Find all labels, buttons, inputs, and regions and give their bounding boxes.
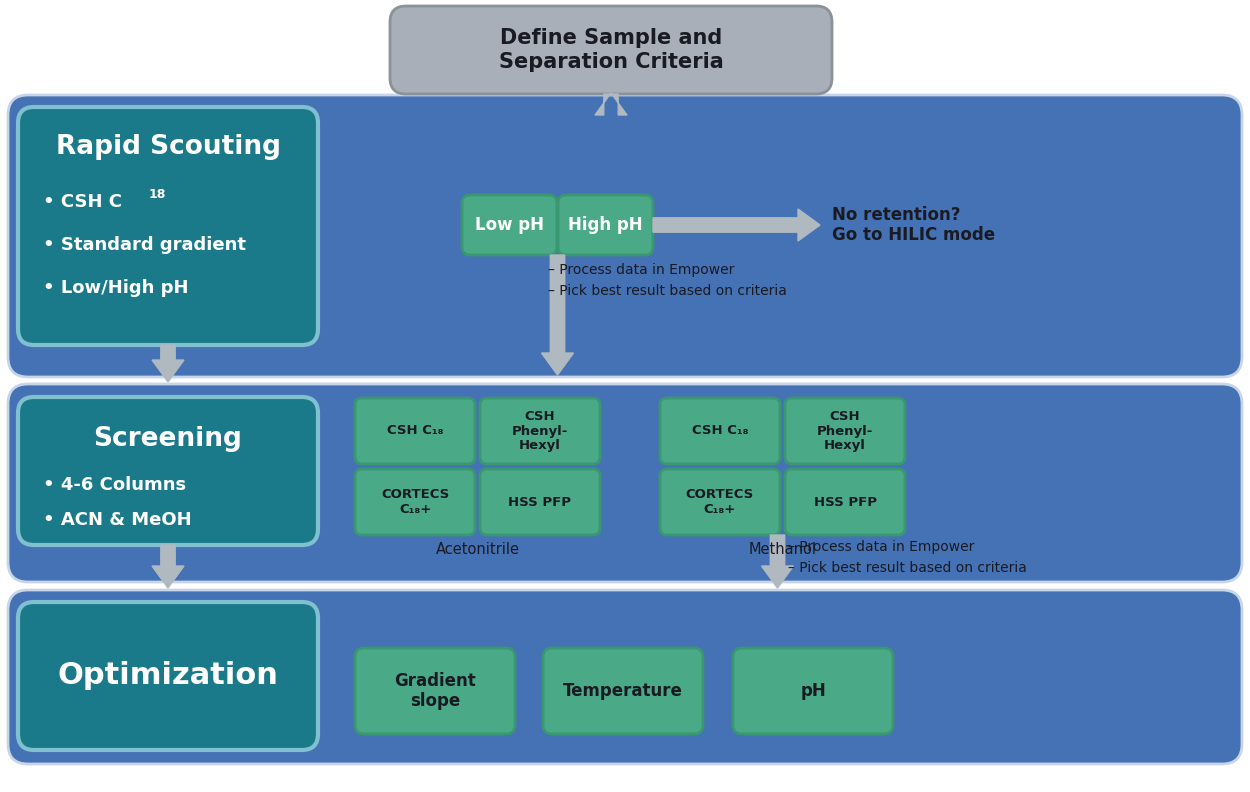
FancyBboxPatch shape — [8, 590, 1242, 764]
Text: Methanol: Methanol — [749, 543, 816, 558]
FancyBboxPatch shape — [462, 195, 558, 255]
FancyBboxPatch shape — [18, 397, 318, 545]
FancyBboxPatch shape — [542, 648, 703, 734]
FancyBboxPatch shape — [8, 95, 1242, 377]
Text: Optimization: Optimization — [58, 661, 279, 691]
Text: Gradient
slope: Gradient slope — [394, 672, 476, 710]
Text: CSH C₁₈: CSH C₁₈ — [691, 425, 749, 437]
Text: CORTECS
C₁₈+: CORTECS C₁₈+ — [686, 488, 754, 516]
FancyBboxPatch shape — [390, 6, 832, 94]
Text: High pH: High pH — [569, 216, 642, 234]
Text: 18: 18 — [149, 188, 166, 201]
Text: HSS PFP: HSS PFP — [814, 496, 876, 508]
Text: CSH C₁₈: CSH C₁₈ — [386, 425, 444, 437]
Text: pH: pH — [800, 682, 826, 700]
FancyBboxPatch shape — [785, 469, 905, 535]
Text: • Low/High pH: • Low/High pH — [42, 279, 189, 297]
FancyArrow shape — [152, 545, 184, 588]
FancyArrow shape — [541, 255, 574, 375]
FancyBboxPatch shape — [480, 469, 600, 535]
Text: – Process data in Empower
– Pick best result based on criteria: – Process data in Empower – Pick best re… — [788, 540, 1026, 575]
Text: • ACN & MeOH: • ACN & MeOH — [42, 511, 191, 529]
FancyArrow shape — [152, 345, 184, 382]
FancyArrow shape — [595, 93, 628, 115]
Text: • CSH C: • CSH C — [42, 193, 122, 211]
Text: Acetonitrile: Acetonitrile — [435, 543, 520, 558]
FancyBboxPatch shape — [785, 398, 905, 464]
Text: Low pH: Low pH — [475, 216, 544, 234]
Text: CORTECS
C₁₈+: CORTECS C₁₈+ — [381, 488, 449, 516]
Text: Define Sample and
Separation Criteria: Define Sample and Separation Criteria — [499, 29, 724, 71]
FancyBboxPatch shape — [8, 384, 1242, 582]
Text: CSH
Phenyl-
Hexyl: CSH Phenyl- Hexyl — [511, 409, 569, 452]
Text: • Standard gradient: • Standard gradient — [42, 236, 246, 254]
Text: CSH
Phenyl-
Hexyl: CSH Phenyl- Hexyl — [816, 409, 874, 452]
FancyArrow shape — [652, 209, 820, 241]
FancyBboxPatch shape — [660, 469, 780, 535]
FancyBboxPatch shape — [558, 195, 652, 255]
FancyBboxPatch shape — [355, 469, 475, 535]
FancyBboxPatch shape — [480, 398, 600, 464]
Text: Screening: Screening — [94, 426, 242, 452]
Text: HSS PFP: HSS PFP — [509, 496, 571, 508]
Text: Rapid Scouting: Rapid Scouting — [55, 134, 280, 160]
Text: – Process data in Empower
– Pick best result based on criteria: – Process data in Empower – Pick best re… — [548, 263, 786, 298]
FancyBboxPatch shape — [355, 648, 515, 734]
Text: No retention?
Go to HILIC mode: No retention? Go to HILIC mode — [832, 206, 995, 245]
FancyBboxPatch shape — [18, 107, 318, 345]
Text: Temperature: Temperature — [562, 682, 682, 700]
FancyBboxPatch shape — [18, 602, 318, 750]
FancyArrow shape — [761, 535, 794, 588]
FancyBboxPatch shape — [660, 398, 780, 464]
FancyBboxPatch shape — [732, 648, 892, 734]
Text: • 4-6 Columns: • 4-6 Columns — [42, 476, 186, 494]
FancyBboxPatch shape — [355, 398, 475, 464]
